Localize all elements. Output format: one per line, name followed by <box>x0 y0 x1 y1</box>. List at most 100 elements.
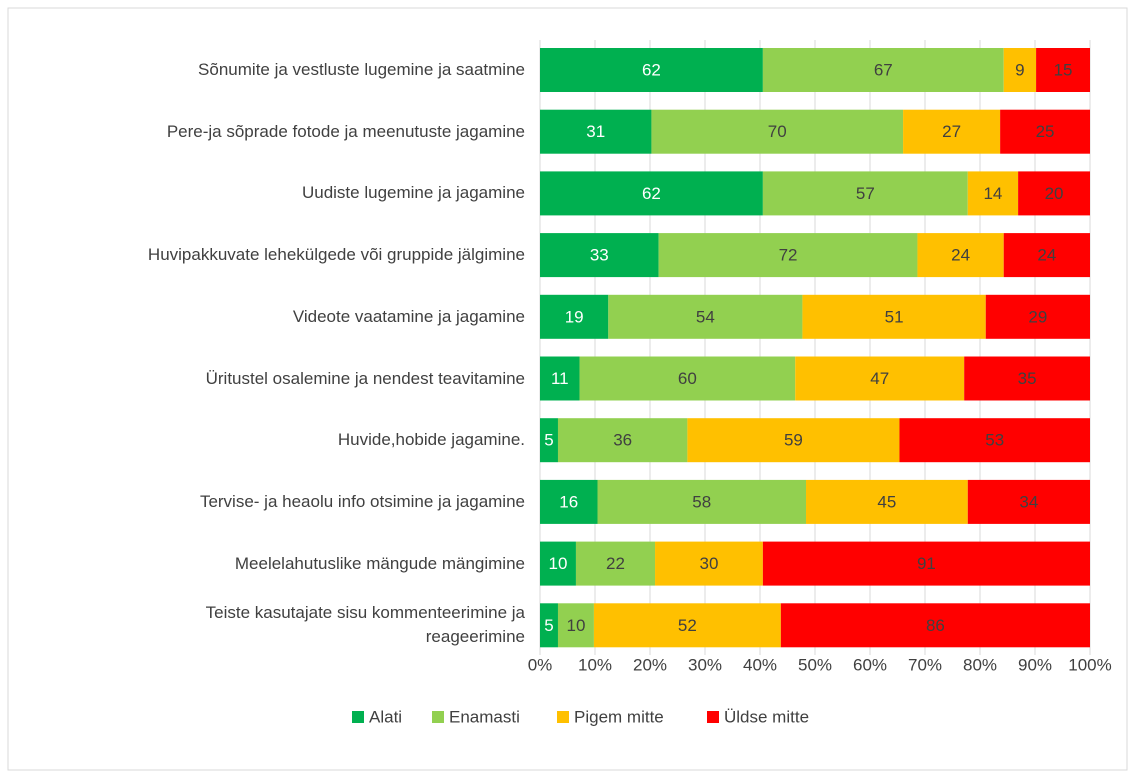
legend-swatch <box>707 711 719 723</box>
bar-segment <box>687 418 900 463</box>
x-tick-label: 80% <box>963 655 997 674</box>
bar-segment <box>540 479 598 524</box>
legend-label: Pigem mitte <box>574 707 664 726</box>
bar-segment <box>964 356 1090 401</box>
bar-segment <box>967 479 1090 524</box>
bar-segment <box>802 294 986 339</box>
bar-segment <box>903 109 1001 154</box>
bar-segment <box>540 541 576 586</box>
data-label: 29 <box>1028 307 1047 326</box>
x-tick-label: 20% <box>633 655 667 674</box>
bar-segment <box>575 541 656 586</box>
bar-segment <box>540 233 659 278</box>
bar-segment <box>540 48 763 92</box>
data-label: 59 <box>784 431 803 450</box>
data-label: 22 <box>606 554 625 573</box>
bar-segment <box>780 603 1090 648</box>
category-label: Üritustel osalemine ja nendest teavitami… <box>205 368 525 388</box>
category-label: Videote vaatamine ja jagamine <box>292 306 525 326</box>
data-label: 51 <box>885 307 904 326</box>
data-label: 36 <box>613 431 632 450</box>
bar-segment <box>658 233 918 278</box>
category-label: Pere-ja sõprade fotode ja meenutuste jag… <box>166 121 525 141</box>
category-label: Meelelahutuslike mängude mängimine <box>234 553 525 573</box>
chart-border <box>7 7 1128 771</box>
x-tick-label: 30% <box>688 655 722 674</box>
data-label: 20 <box>1045 184 1064 203</box>
bar-segment <box>917 233 1004 278</box>
data-label: 54 <box>696 307 715 326</box>
data-label: 70 <box>768 122 787 141</box>
bar-segment <box>806 479 968 524</box>
legend-label: Üldse mitte <box>724 707 809 726</box>
bar-segment <box>967 171 1019 216</box>
category-label: Tervise- ja heaolu info otsimine ja jaga… <box>199 491 525 511</box>
data-label: 27 <box>942 122 961 141</box>
bar-segment <box>1003 233 1090 278</box>
category-label: Sõnumite ja vestluste lugemine ja saatmi… <box>198 60 525 79</box>
data-label: 9 <box>1015 60 1024 79</box>
data-label: 31 <box>586 122 605 141</box>
data-label: 10 <box>549 554 568 573</box>
bar-segment <box>795 356 965 401</box>
bar-segment <box>597 479 807 524</box>
bar-segment <box>1003 48 1037 92</box>
x-tick-label: 0% <box>528 655 553 674</box>
data-label: 19 <box>565 307 584 326</box>
data-label: 47 <box>870 369 889 388</box>
data-label: 58 <box>692 492 711 511</box>
data-label: 57 <box>856 184 875 203</box>
data-label: 60 <box>678 369 697 388</box>
bar-segment <box>762 541 1090 586</box>
data-label: 72 <box>779 246 798 265</box>
bar-segment <box>540 171 763 216</box>
x-tick-label: 70% <box>908 655 942 674</box>
data-label: 16 <box>559 492 578 511</box>
data-label: 25 <box>1036 122 1055 141</box>
data-label: 10 <box>566 616 585 635</box>
data-label: 62 <box>642 60 661 79</box>
data-label: 53 <box>985 431 1004 450</box>
data-label: 14 <box>983 184 1002 203</box>
x-tick-label: 10% <box>578 655 612 674</box>
x-tick-label: 40% <box>743 655 777 674</box>
bar-segment <box>540 603 558 648</box>
data-label: 15 <box>1054 60 1073 79</box>
data-label: 52 <box>678 616 697 635</box>
bar-segment <box>1000 109 1090 154</box>
bar-segment <box>985 294 1090 339</box>
bar-segment <box>762 171 968 216</box>
x-tick-label: 50% <box>798 655 832 674</box>
data-label: 86 <box>926 616 945 635</box>
data-label: 24 <box>951 246 970 265</box>
bar-segment <box>557 418 688 463</box>
bar-segment <box>593 603 781 648</box>
data-label: 33 <box>590 246 609 265</box>
legend-label: Enamasti <box>449 707 520 726</box>
bar-segment <box>540 109 652 154</box>
x-tick-label: 60% <box>853 655 887 674</box>
x-tick-label: 100% <box>1068 655 1111 674</box>
x-tick-label: 90% <box>1018 655 1052 674</box>
bar-segment <box>762 48 1004 92</box>
data-label: 91 <box>917 554 936 573</box>
data-label: 45 <box>877 492 896 511</box>
bar-segment <box>1036 48 1090 92</box>
data-label: 34 <box>1019 492 1038 511</box>
bar-segment <box>1018 171 1090 216</box>
bar-segment <box>557 603 594 648</box>
bar-segment <box>540 418 558 463</box>
category-label: Uudiste lugemine ja jagamine <box>301 183 525 203</box>
legend-label: Alati <box>369 707 402 726</box>
legend-swatch <box>352 711 364 723</box>
bar-segment <box>540 356 580 401</box>
data-label: 35 <box>1018 369 1037 388</box>
category-label: Teiste kasutajate sisu kommenteerimine j… <box>205 603 525 647</box>
data-label: 67 <box>874 60 893 79</box>
data-label: 24 <box>1037 246 1056 265</box>
bar-segment <box>899 418 1090 463</box>
legend-swatch <box>557 711 569 723</box>
data-label: 30 <box>699 554 718 573</box>
